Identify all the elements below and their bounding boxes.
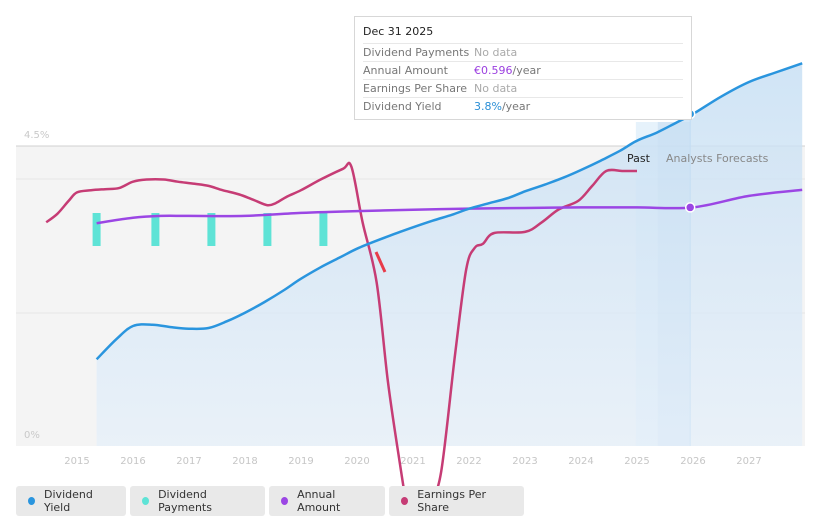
legend-dot-icon bbox=[281, 497, 289, 505]
dividend-chart: 2015 2016 2017 2018 2019 2020 2021 2022 2023 2024… bbox=[16, 62, 805, 486]
tooltip: Dec 31 2025 Dividend Payments No data An… bbox=[354, 16, 692, 120]
tooltip-value: No data bbox=[474, 46, 518, 59]
legend-item-annual-amount[interactable]: Annual Amount bbox=[269, 486, 385, 516]
legend-label: Dividend Payments bbox=[158, 488, 212, 514]
legend-item-dividend-payments[interactable]: Dividend Payments bbox=[130, 486, 265, 516]
x-tick-label: 2025 bbox=[624, 456, 649, 467]
x-tick-label: 2024 bbox=[568, 456, 593, 467]
annual-amount-line bbox=[96, 188, 803, 225]
dividend-payment-bar bbox=[319, 213, 328, 246]
x-tick-label: 2023 bbox=[512, 456, 537, 467]
tooltip-value: 3.8% bbox=[474, 100, 502, 113]
tooltip-date: Dec 31 2025 bbox=[363, 25, 434, 38]
dividend-payment-bar bbox=[207, 213, 216, 246]
tooltip-unit: /year bbox=[501, 100, 531, 113]
annual-amount-marker bbox=[684, 202, 696, 213]
chart-legend: Dividend Yield Dividend Payments Annual … bbox=[16, 486, 524, 516]
dividend-payment-bar bbox=[151, 213, 160, 246]
legend-item-earnings-per-share[interactable]: Earnings Per Share bbox=[389, 486, 524, 516]
dividend-yield-line bbox=[95, 62, 803, 361]
x-tick-label: 2021 bbox=[400, 456, 425, 467]
forecast-label: Analysts Forecasts bbox=[666, 152, 769, 165]
tooltip-unit: /year bbox=[512, 64, 541, 77]
dividend-payment-bar bbox=[92, 213, 101, 246]
tooltip-value: No data bbox=[474, 82, 518, 95]
tooltip-row-dividend-payments: Dividend Payments No data bbox=[363, 43, 683, 61]
x-tick-label: 2020 bbox=[344, 456, 369, 467]
tooltip-row-earnings-per-share: Earnings Per Share No data bbox=[363, 79, 683, 97]
x-tick-label: 2017 bbox=[176, 456, 201, 467]
past-label: Past bbox=[627, 152, 651, 165]
x-tick-label: 2026 bbox=[680, 456, 705, 467]
x-tick-label: 2022 bbox=[456, 456, 481, 467]
tooltip-label: Earnings Per Share bbox=[363, 82, 468, 95]
dividend-yield-area bbox=[96, 63, 803, 447]
x-tick-label: 2027 bbox=[736, 456, 761, 467]
legend-label: Dividend Yield bbox=[44, 488, 93, 514]
legend-dot-icon bbox=[142, 497, 150, 505]
tooltip-row-dividend-yield: Dividend Yield 3.8%/year bbox=[363, 97, 683, 115]
y-tick-label-bottom: 0% bbox=[24, 430, 40, 441]
tooltip-row-annual-amount: Annual Amount €0.596/year bbox=[363, 61, 683, 79]
x-tick-label: 2019 bbox=[288, 456, 313, 467]
y-tick-label-top: 4.5% bbox=[24, 130, 49, 141]
dividend-payment-bar bbox=[263, 213, 272, 246]
legend-label: Annual Amount bbox=[297, 488, 341, 514]
x-tick-label: 2015 bbox=[64, 456, 89, 467]
tooltip-value: €0.596 bbox=[474, 64, 513, 77]
legend-item-dividend-yield[interactable]: Dividend Yield bbox=[16, 486, 126, 516]
legend-dot-icon bbox=[28, 497, 36, 505]
earnings-per-share-line bbox=[45, 161, 637, 486]
legend-label: Earnings Per Share bbox=[417, 488, 486, 514]
tooltip-label: Dividend Yield bbox=[363, 100, 442, 113]
x-tick-label: 2018 bbox=[232, 456, 257, 467]
x-tick-label: 2016 bbox=[120, 456, 145, 467]
earnings-drop-segment bbox=[374, 251, 387, 273]
legend-dot-icon bbox=[401, 497, 409, 505]
tooltip-label: Dividend Payments bbox=[363, 46, 470, 59]
tooltip-label: Annual Amount bbox=[363, 64, 448, 77]
